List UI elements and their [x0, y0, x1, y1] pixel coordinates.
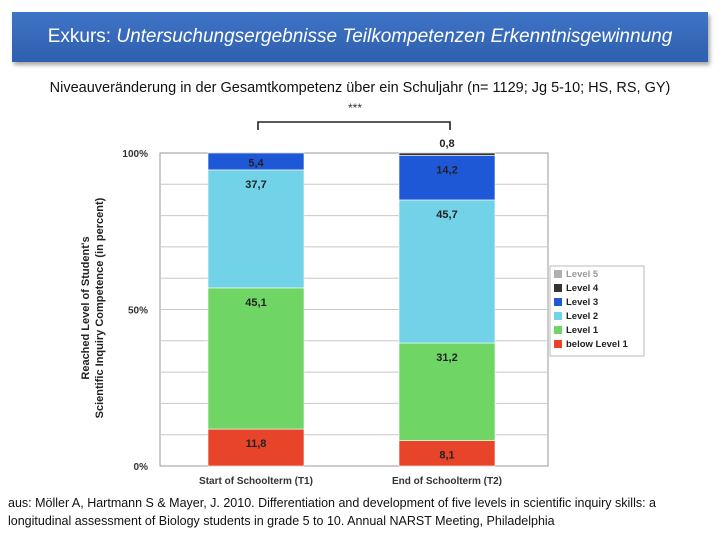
bar-segment-below-level-1 — [207, 428, 305, 467]
legend-label: Level 5 — [566, 269, 599, 280]
legend-swatch — [554, 284, 562, 292]
significance-marker: *** — [347, 101, 362, 115]
legend-swatch — [554, 340, 562, 348]
bar-segment-below-level-1 — [398, 440, 496, 467]
legend-label: Level 3 — [566, 297, 598, 308]
bar-segment-level-4 — [398, 152, 496, 156]
x-axis: Start of Schoolterm (T1) End of Schoolter… — [199, 476, 502, 487]
legend-box — [549, 265, 645, 357]
bar-segment-level-3 — [207, 152, 305, 171]
data-label: 5,4 — [248, 157, 264, 169]
significance-bracket — [257, 121, 451, 130]
data-label: 45,1 — [245, 297, 266, 309]
legend-label: Level 1 — [566, 325, 599, 336]
legend: Level 5 Level 4 Level 3 Level 2 Level 1 below… — [549, 265, 645, 357]
data-label: 11,8 — [246, 438, 267, 450]
title-main: Untersuchungsergebnisse Teilkompetenzen … — [116, 26, 673, 47]
chart-subtitle: Niveauveränderung in der Gesamtkompetenz… — [49, 80, 671, 96]
y-tick-label: 100% — [122, 149, 148, 160]
legend-label: Level 2 — [566, 311, 598, 322]
legend-swatch — [554, 326, 562, 334]
title-prefix: Exkurs: — [47, 26, 117, 47]
y-axis-title-line-2: Scientific Inquiry Competence (in percen… — [94, 197, 106, 418]
y-tick-label: 0% — [134, 462, 149, 473]
bracket-line — [257, 121, 451, 130]
legend-label: Level 4 — [566, 283, 599, 294]
legend-swatch — [554, 298, 562, 306]
bars: 11,8 45,1 37,7 5,4 8,1 31,2 45,7 14,2 0,8 — [207, 138, 496, 467]
x-tick-label: End of Schoolterm (T2) — [392, 476, 502, 487]
x-tick-label: Start of Schoolterm (T1) — [199, 476, 313, 487]
bar-segment-level-3 — [398, 155, 496, 201]
y-axis-title: Reached Level of Student's Scientific In… — [80, 197, 106, 418]
source-citation: aus: Möller A, Hartmann S & Mayer, J. 20… — [8, 496, 656, 528]
y-tick-label: 50% — [128, 306, 148, 317]
legend-swatch — [554, 270, 562, 278]
data-label: 45,7 — [436, 209, 457, 221]
legend-label: below Level 1 — [566, 339, 628, 350]
slide-title: Exkurs: Untersuchungsergebnisse Teilkomp… — [48, 26, 673, 48]
y-axis: 0% 50% 100% — [122, 149, 148, 473]
bar-segment-level-1 — [398, 342, 496, 441]
data-label: 31,2 — [436, 352, 457, 364]
title-banner: Exkurs: Untersuchungsergebnisse Teilkomp… — [12, 12, 708, 62]
bar-segment-level-1 — [207, 287, 305, 430]
data-label: 14,2 — [436, 165, 457, 177]
legend-swatch — [554, 312, 562, 320]
bar-segment-level-2 — [398, 199, 496, 344]
data-label: 37,7 — [245, 179, 266, 191]
data-label: 8,1 — [439, 449, 454, 461]
data-label: 0,8 — [439, 138, 454, 150]
y-axis-title-line-1: Reached Level of Student's — [80, 236, 92, 379]
